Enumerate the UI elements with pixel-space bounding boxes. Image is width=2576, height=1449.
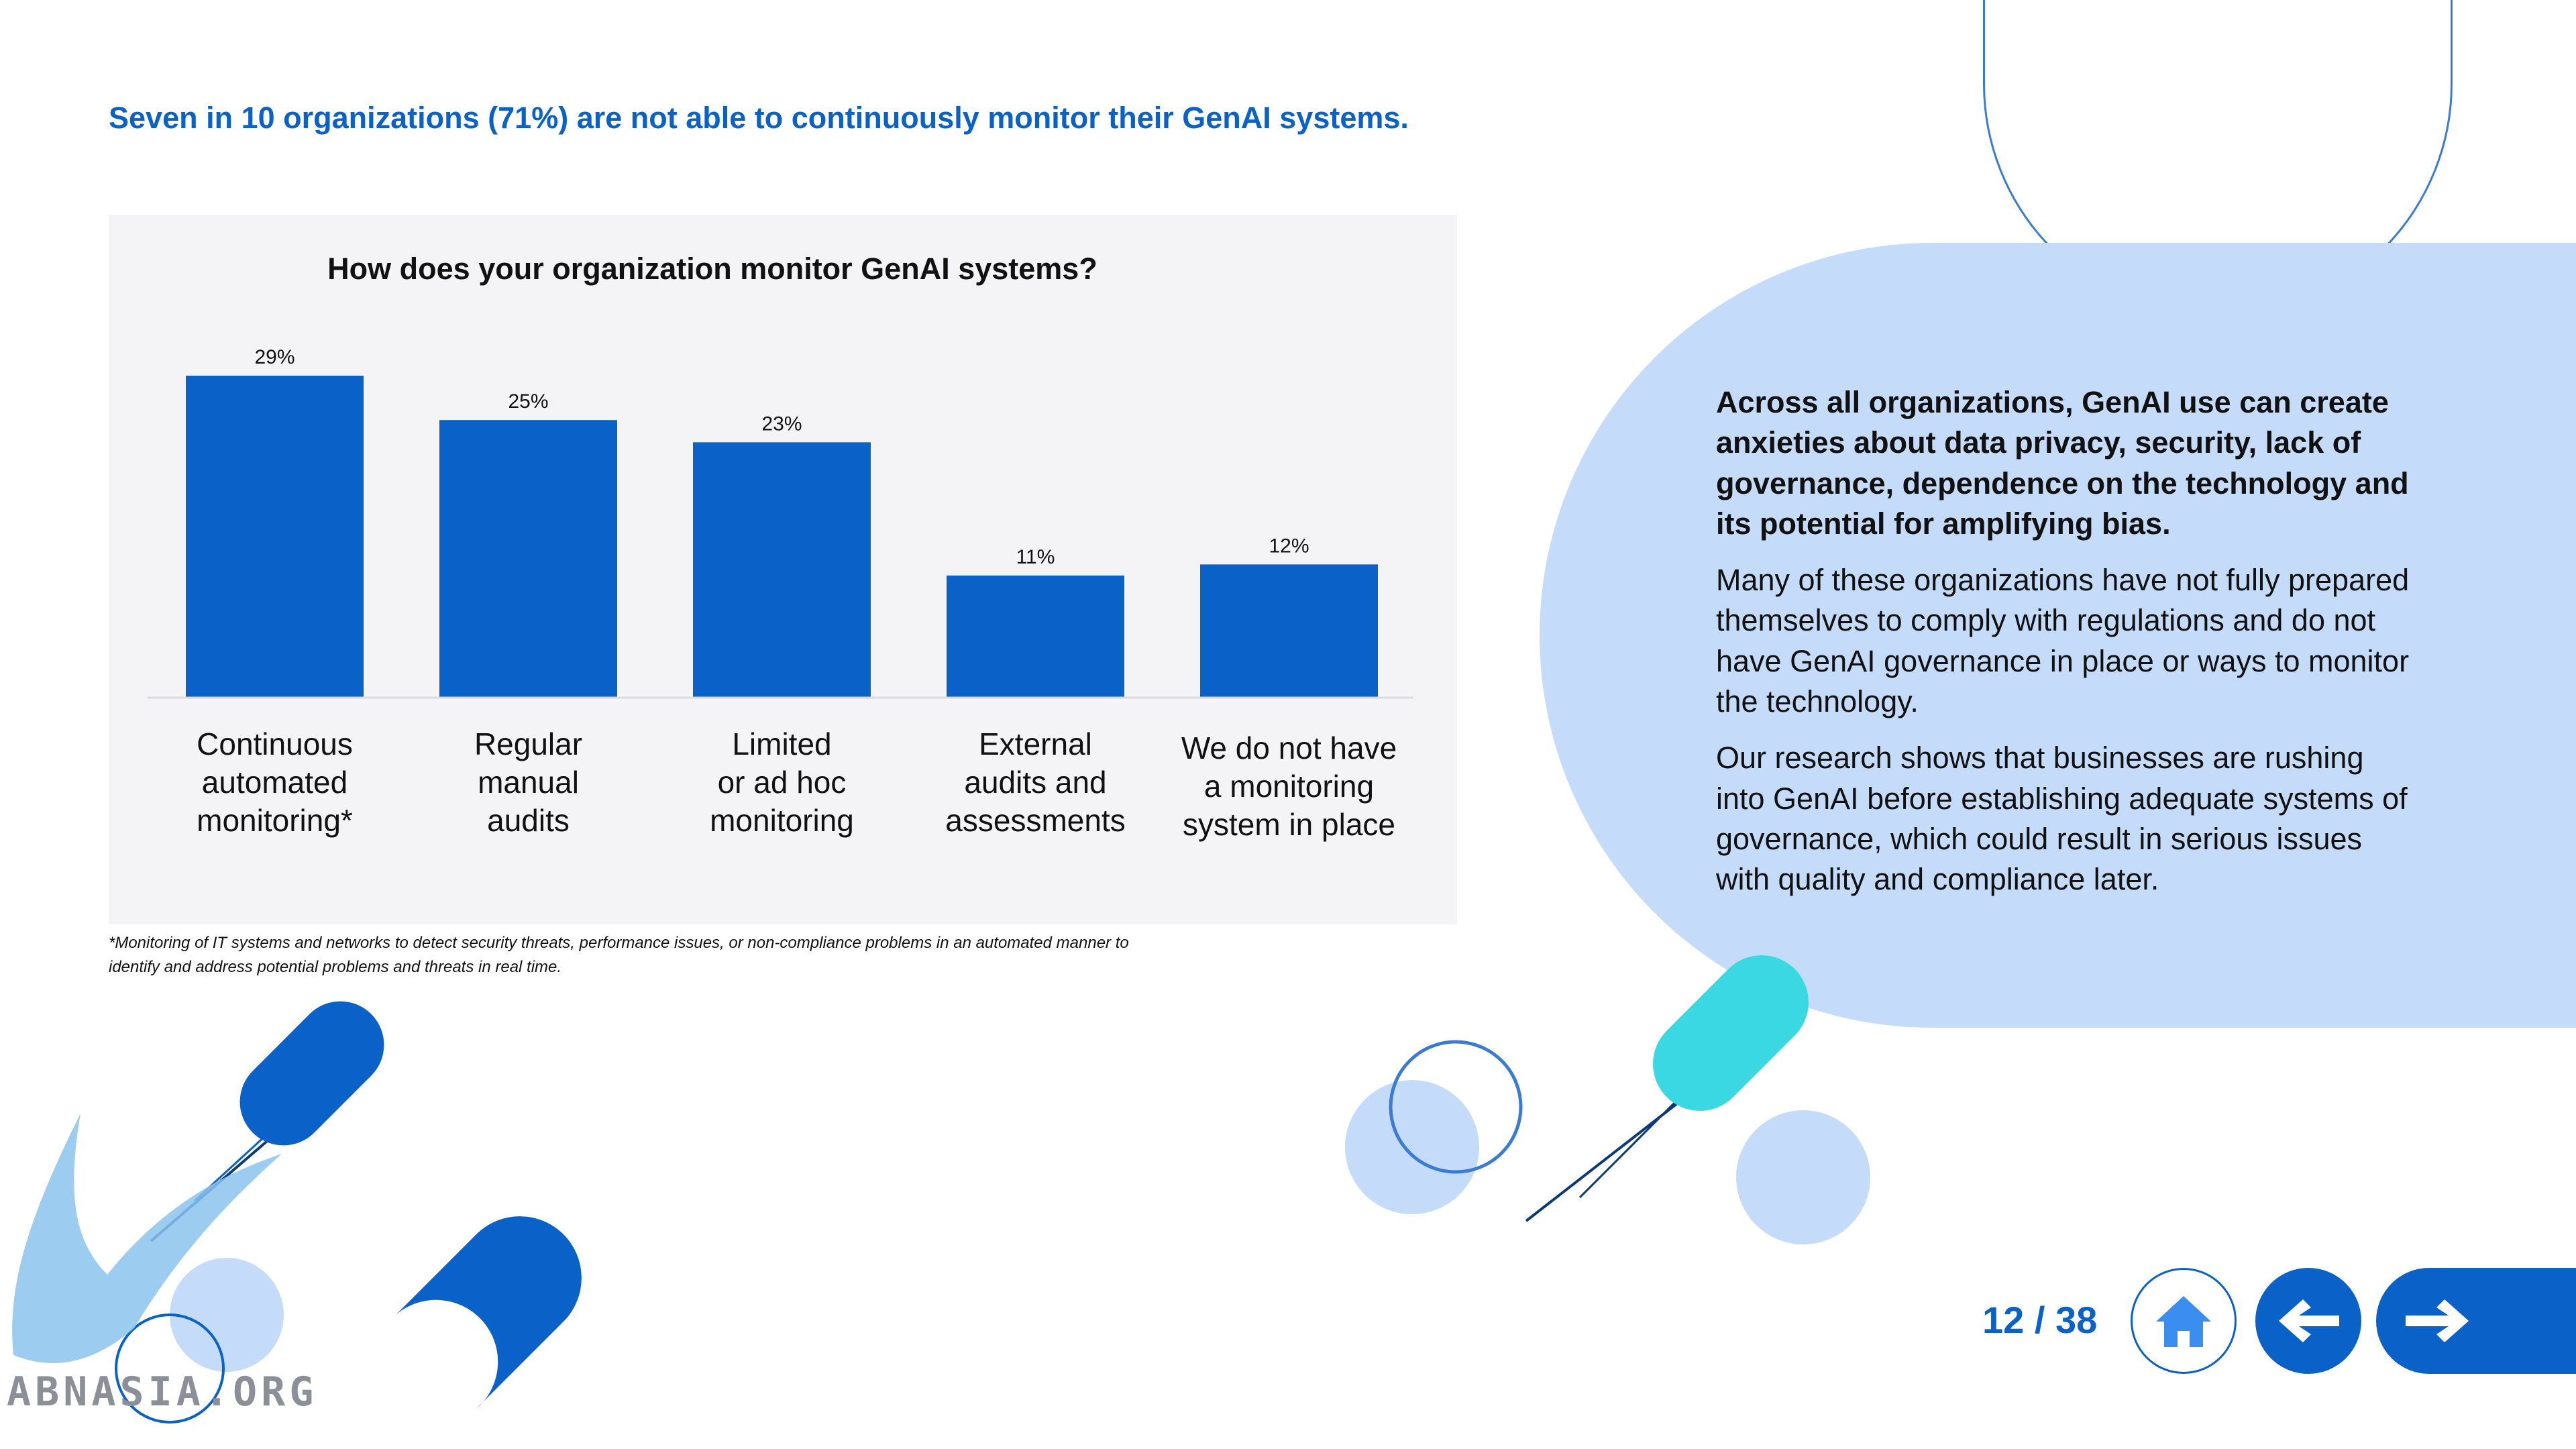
category-label: External <box>979 727 1092 761</box>
category-label: assessments <box>945 803 1125 838</box>
chart-panel: How does your organization monitor GenAI… <box>109 215 1457 924</box>
category-label: system in place <box>1183 807 1395 842</box>
page-counter: 12 / 38 <box>1982 1299 2098 1341</box>
category-label: monitoring <box>710 803 854 838</box>
side-panel-background <box>1540 243 2576 1028</box>
data-label: 12% <box>1269 535 1309 557</box>
category-label: monitoring* <box>197 803 353 838</box>
data-label: 25% <box>508 390 548 413</box>
bar <box>1200 564 1378 698</box>
data-label: 11% <box>1016 546 1055 568</box>
previous-page-button[interactable] <box>2255 1268 2361 1374</box>
category-label: a monitoring <box>1204 769 1374 804</box>
category-label: Regular <box>474 727 582 761</box>
arrow-left-icon <box>2279 1299 2339 1342</box>
arrow-right-icon <box>2406 1299 2469 1342</box>
data-label: 29% <box>254 346 294 368</box>
category-label: automated <box>202 765 347 800</box>
bar <box>186 376 364 698</box>
bar <box>947 575 1124 698</box>
side-text: Across all organizations, GenAI use can … <box>1716 382 2414 916</box>
category-label: audits and <box>964 765 1106 800</box>
side-paragraph-3: Our research shows that businesses are r… <box>1716 741 2408 897</box>
category-label: manual <box>478 765 579 800</box>
page-headline: Seven in 10 organizations (71%) are not … <box>109 101 1409 135</box>
category-label: Continuous <box>197 727 353 761</box>
category-label: or ad hoc <box>718 765 847 800</box>
data-label: 23% <box>761 413 802 435</box>
bar <box>439 420 617 698</box>
watermark-text: ABNASIA.ORG <box>7 1368 318 1415</box>
side-paragraph-2: Many of these organizations have not ful… <box>1716 563 2410 719</box>
home-button[interactable] <box>2131 1268 2237 1374</box>
category-label: audits <box>487 803 570 838</box>
chart-title: How does your organization monitor GenAI… <box>327 252 1097 286</box>
bar <box>693 442 871 698</box>
home-icon <box>2156 1296 2211 1347</box>
footnote: *Monitoring of IT systems and networks t… <box>109 931 1316 979</box>
category-label: Limited <box>732 727 831 761</box>
footnote-line: identify and address potential problems … <box>109 958 562 976</box>
category-label: We do not have <box>1181 731 1397 765</box>
footnote-line: *Monitoring of IT systems and networks t… <box>109 934 1129 952</box>
side-bold-paragraph: Across all organizations, GenAI use can … <box>1716 385 2409 541</box>
next-page-button[interactable] <box>2376 1268 2576 1374</box>
decorative-shapes <box>12 955 1870 1424</box>
